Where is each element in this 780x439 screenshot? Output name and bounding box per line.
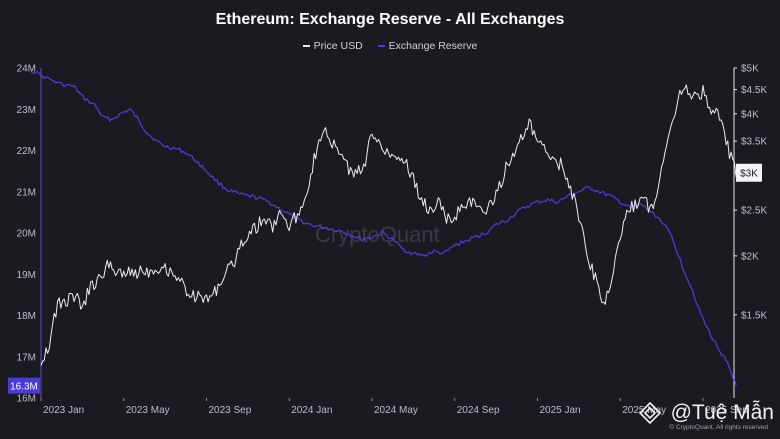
legend-item-price[interactable]: Price USD	[302, 40, 363, 52]
y-right-tick-label: $5K	[741, 64, 759, 75]
series-lines	[30, 70, 762, 386]
legend-swatch-price	[302, 45, 310, 47]
y-right-tick-label: $1.5K	[741, 310, 767, 321]
y-left-tick-label: 24M	[17, 64, 36, 75]
x-tick-label: 2024 May	[374, 405, 418, 416]
x-tick-label: 2023 Jan	[43, 405, 84, 416]
series-price-usd-line	[40, 84, 762, 366]
chart-legend: Price USD Exchange Reserve	[0, 38, 780, 52]
y-right-tick-label: $3.5K	[741, 137, 767, 148]
y-left-tick-label: 18M	[17, 311, 36, 322]
watermark: CryptoQuant	[315, 222, 440, 247]
x-tick-label: 2025 Sep	[705, 405, 748, 416]
binance-diamond-icon	[638, 402, 661, 424]
y-left-tick-label: 20M	[17, 229, 36, 240]
y-left-tick-label: 19M	[17, 270, 36, 281]
reserve-current-badge	[8, 377, 40, 394]
y-left-tick-label: 16M	[17, 394, 36, 405]
legend-label-reserve: Exchange Reserve	[388, 40, 478, 52]
y-left-tick-label: 23M	[17, 105, 36, 116]
series-exchange-reserve-line	[30, 70, 737, 386]
legend-item-reserve[interactable]: Exchange Reserve	[377, 40, 478, 52]
y-right-tick-label: $2K	[741, 251, 759, 262]
y-right-tick-label: $4K	[741, 109, 759, 120]
y-right-tick-label: $2.5K	[741, 206, 767, 217]
copyright-footer: © CryptoQuant. All rights reserved	[669, 424, 768, 431]
x-tick-label: 2024 Sep	[457, 405, 500, 416]
x-tick-label: 2025 May	[622, 405, 666, 416]
brand: @Tuệ Mẫn	[638, 401, 774, 425]
y-left-tick-label: 21M	[17, 187, 36, 198]
price-current-badge	[736, 163, 762, 182]
x-tick-label: 2025 Jan	[539, 405, 580, 416]
y-right-tick-label: $4.5K	[741, 85, 767, 96]
price-current-value: $3K	[740, 169, 758, 180]
y-left-tick-label: 22M	[17, 146, 36, 157]
x-tick-label: 2024 Jan	[291, 405, 332, 416]
x-tick-label: 2023 May	[126, 405, 170, 416]
legend-swatch-reserve	[377, 45, 385, 47]
y-left-tick-label: 17M	[17, 352, 36, 363]
brand-text: @Tuệ Mẫn	[670, 401, 774, 424]
legend-label-price: Price USD	[313, 40, 363, 52]
reserve-current-value: 16.3M	[10, 382, 38, 393]
chart-title: Ethereum: Exchange Reserve - All Exchang…	[215, 11, 565, 28]
x-tick-label: 2023 Sep	[208, 405, 251, 416]
tick-labels: 16M 17M 18M 19M 20M 21M 22M 23M 24M $1.5K $2K $2.5K…	[8, 64, 767, 416]
